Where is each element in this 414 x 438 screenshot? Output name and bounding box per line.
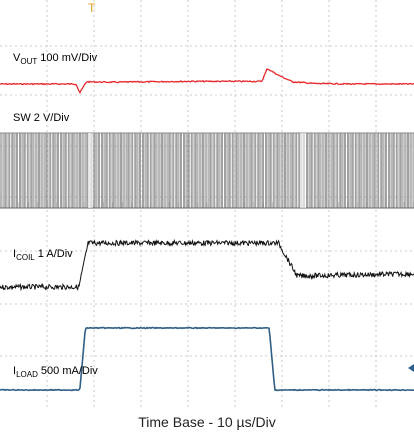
vout-label: VOUT 100 mV/Div xyxy=(13,52,98,66)
vout-trace xyxy=(0,68,414,95)
sw-transient-1 xyxy=(88,133,92,208)
iload-level-marker xyxy=(408,364,414,372)
sw-label: SW 2 V/Div xyxy=(13,112,70,124)
oscilloscope-plot: T VOUT 100 mV/Div SW 2 V/Div ICOIL 1 A/D… xyxy=(0,0,414,410)
icoil-trace xyxy=(0,238,414,292)
time-base-caption: Time Base - 10 µs/Div xyxy=(138,414,276,430)
sw-transient-2 xyxy=(300,133,306,208)
iload-label: ILOAD 500 mA/Div xyxy=(13,365,98,379)
iload-trace xyxy=(0,326,414,392)
icoil-label: ICOIL 1 A/Div xyxy=(13,248,73,262)
plot-svg: T xyxy=(0,0,414,410)
trigger-marker: T xyxy=(88,1,96,15)
